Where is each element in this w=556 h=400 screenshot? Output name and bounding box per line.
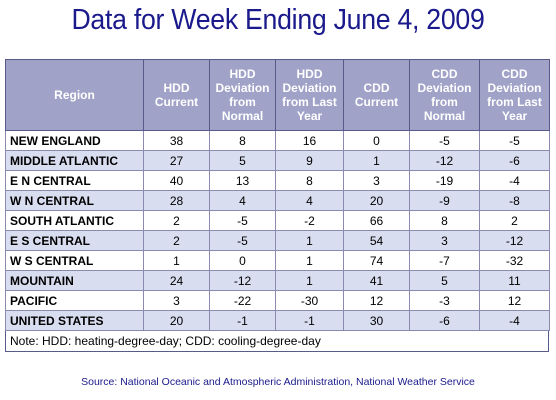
cell-value: 8	[275, 170, 344, 191]
cell-value: 27	[143, 150, 210, 171]
cell-value: -32	[479, 250, 550, 271]
table-row: W S CENTRAL 1 0 1 74 -7 -32	[5, 250, 550, 271]
cell-value: 20	[343, 190, 410, 211]
cell-value: 16	[275, 130, 344, 151]
cell-value: -1	[275, 310, 344, 331]
cell-value: 74	[343, 250, 410, 271]
cell-value: 2	[143, 210, 210, 231]
cell-value: 0	[343, 130, 410, 151]
cell-region: SOUTH ATLANTIC	[5, 210, 144, 231]
table-row: MOUNTAIN 24 -12 1 41 5 11	[5, 270, 550, 291]
cell-value: 3	[343, 170, 410, 191]
cell-value: 5	[209, 150, 276, 171]
cell-value: 1	[143, 250, 210, 271]
cell-value: 1	[275, 250, 344, 271]
cell-value: 1	[275, 270, 344, 291]
cell-value: -1	[209, 310, 276, 331]
column-header-hdd-current: HDD Current	[143, 59, 210, 131]
cell-region: E N CENTRAL	[5, 170, 144, 191]
cell-value: 41	[343, 270, 410, 291]
cell-value: 2	[143, 230, 210, 251]
cell-value: 13	[209, 170, 276, 191]
cell-value: 5	[409, 270, 480, 291]
cell-value: 54	[343, 230, 410, 251]
column-header-hdd-deviation-normal: HDD Deviation from Normal	[209, 59, 276, 131]
cell-region: W S CENTRAL	[5, 250, 144, 271]
cell-value: 4	[275, 190, 344, 211]
cell-value: -4	[479, 170, 550, 191]
cell-value: 9	[275, 150, 344, 171]
cell-value: 4	[209, 190, 276, 211]
cell-value: 1	[275, 230, 344, 251]
table-note: Note: HDD: heating-degree-day; CDD: cool…	[5, 331, 549, 352]
cell-region: W N CENTRAL	[5, 190, 144, 211]
cell-region: UNITED STATES	[5, 310, 144, 331]
cell-value: -22	[209, 290, 276, 311]
cell-value: -9	[409, 190, 480, 211]
cell-region: PACIFIC	[5, 290, 144, 311]
weather-data-table: Region HDD Current HDD Deviation from No…	[5, 59, 550, 331]
column-header-region: Region	[5, 59, 144, 131]
cell-value: 3	[143, 290, 210, 311]
cell-value: -12	[409, 150, 480, 171]
cell-value: -5	[409, 130, 480, 151]
table-row: W N CENTRAL 28 4 4 20 -9 -8	[5, 190, 550, 211]
cell-value: 8	[209, 130, 276, 151]
table-row: E N CENTRAL 40 13 8 3 -19 -4	[5, 170, 550, 191]
cell-value: -19	[409, 170, 480, 191]
cell-value: 66	[343, 210, 410, 231]
cell-value: -6	[479, 150, 550, 171]
cell-value: -4	[479, 310, 550, 331]
column-header-cdd-deviation-normal: CDD Deviation from Normal	[409, 59, 480, 131]
cell-value: -12	[479, 230, 550, 251]
cell-region: MIDDLE ATLANTIC	[5, 150, 144, 171]
cell-value: -6	[409, 310, 480, 331]
cell-value: -5	[209, 230, 276, 251]
cell-value: -3	[409, 290, 480, 311]
cell-value: 11	[479, 270, 550, 291]
cell-value: 2	[479, 210, 550, 231]
cell-value: -5	[479, 130, 550, 151]
table-row: PACIFIC 3 -22 -30 12 -3 12	[5, 290, 550, 311]
column-header-hdd-deviation-last-year: HDD Deviation from Last Year	[275, 59, 344, 131]
cell-value: 40	[143, 170, 210, 191]
cell-region: MOUNTAIN	[5, 270, 144, 291]
cell-value: -5	[209, 210, 276, 231]
table-header-row: Region HDD Current HDD Deviation from No…	[5, 59, 550, 131]
table-row: E S CENTRAL 2 -5 1 54 3 -12	[5, 230, 550, 251]
column-header-cdd-deviation-last-year: CDD Deviation from Last Year	[479, 59, 550, 131]
cell-value: 28	[143, 190, 210, 211]
cell-value: -12	[209, 270, 276, 291]
page-title: Data for Week Ending June 4, 2009	[71, 4, 485, 36]
cell-value: 20	[143, 310, 210, 331]
table-row: SOUTH ATLANTIC 2 -5 -2 66 8 2	[5, 210, 550, 231]
table-row: NEW ENGLAND 38 8 16 0 -5 -5	[5, 130, 550, 151]
cell-value: 24	[143, 270, 210, 291]
data-table-container: Region HDD Current HDD Deviation from No…	[5, 59, 550, 352]
table-row: MIDDLE ATLANTIC 27 5 9 1 -12 -6	[5, 150, 550, 171]
cell-value: 12	[479, 290, 550, 311]
cell-region: NEW ENGLAND	[5, 130, 144, 151]
cell-value: 38	[143, 130, 210, 151]
cell-value: -30	[275, 290, 344, 311]
cell-value: 3	[409, 230, 480, 251]
table-row: UNITED STATES 20 -1 -1 30 -6 -4	[5, 310, 550, 331]
cell-value: 12	[343, 290, 410, 311]
cell-value: -2	[275, 210, 344, 231]
cell-region: E S CENTRAL	[5, 230, 144, 251]
column-header-cdd-current: CDD Current	[343, 59, 410, 131]
cell-value: -7	[409, 250, 480, 271]
cell-value: 8	[409, 210, 480, 231]
cell-value: 1	[343, 150, 410, 171]
cell-value: 0	[209, 250, 276, 271]
source-citation: Source: National Oceanic and Atmospheric…	[81, 376, 475, 388]
cell-value: 30	[343, 310, 410, 331]
cell-value: -8	[479, 190, 550, 211]
